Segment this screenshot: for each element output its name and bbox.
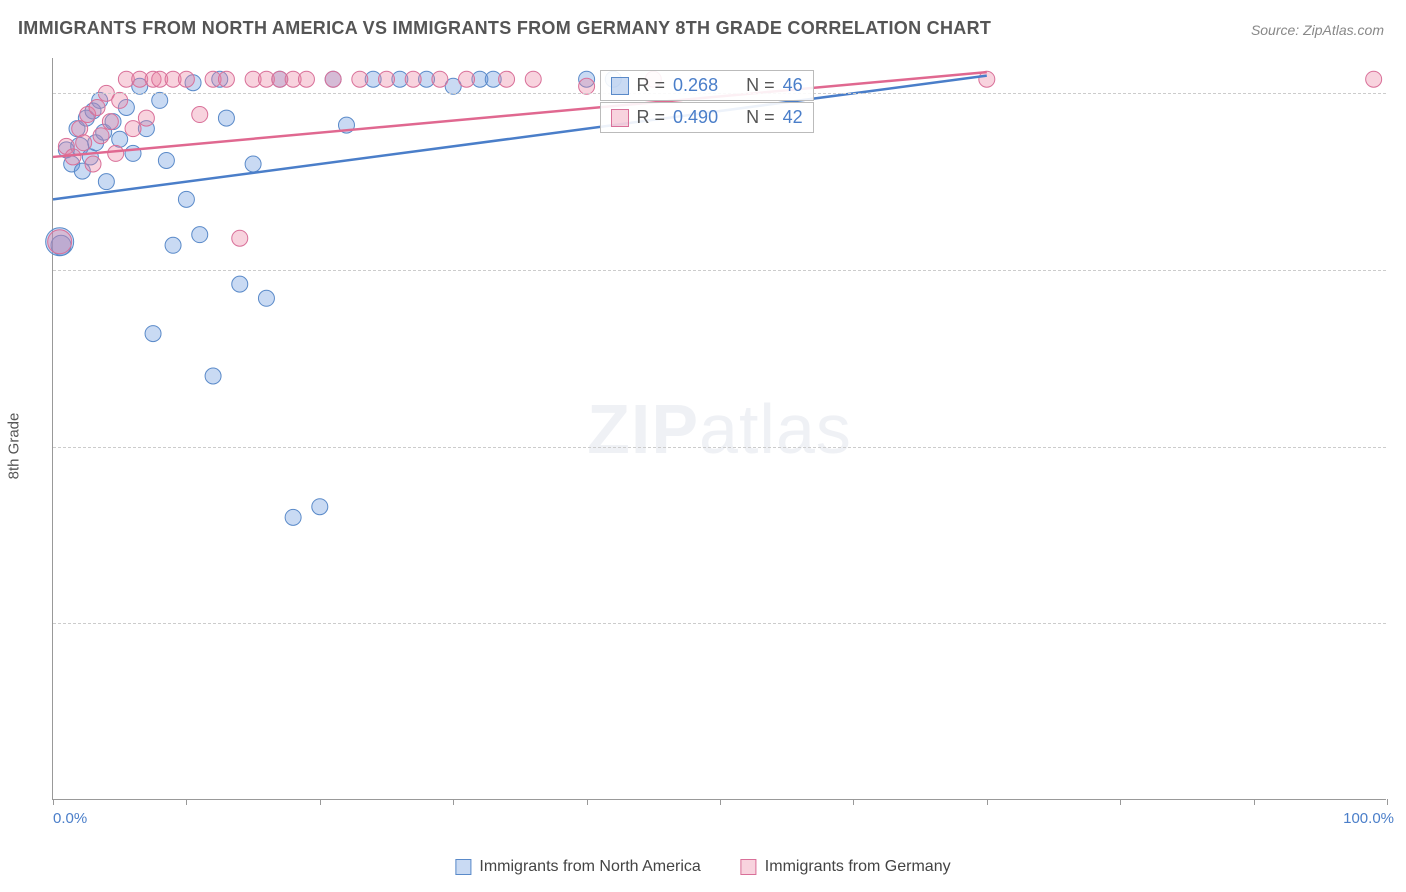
r-label: R = [637,107,666,128]
chart-container: IMMIGRANTS FROM NORTH AMERICA VS IMMIGRA… [0,0,1406,892]
data-point [298,71,314,87]
x-tick [587,799,588,805]
legend: Immigrants from North America Immigrants … [455,858,950,876]
x-tick [987,799,988,805]
data-point [432,71,448,87]
x-tick [53,799,54,805]
x-tick [186,799,187,805]
r-value: 0.490 [673,107,718,128]
data-point [192,107,208,123]
data-point [325,71,341,87]
r-label: R = [637,75,666,96]
legend-swatch [741,859,757,875]
data-point [352,71,368,87]
data-point [258,290,274,306]
data-point [312,499,328,515]
data-point [65,149,81,165]
data-point [459,71,475,87]
data-point [218,71,234,87]
statbox-swatch [611,77,629,95]
data-point [112,92,128,108]
legend-label: Immigrants from North America [479,858,700,876]
legend-label: Immigrants from Germany [765,858,951,876]
correlation-statbox: R = 0.490 N = 42 [600,102,814,133]
data-point [232,230,248,246]
data-point [1366,71,1382,87]
n-value: 42 [783,107,803,128]
data-point [98,174,114,190]
data-point [93,128,109,144]
source-label: Source: [1251,22,1299,38]
data-point [165,237,181,253]
chart-title: IMMIGRANTS FROM NORTH AMERICA VS IMMIGRA… [18,18,991,39]
x-tick [720,799,721,805]
data-point [72,121,88,137]
data-point [85,156,101,172]
chart-svg [53,58,1386,799]
data-point [89,99,105,115]
data-point [525,71,541,87]
data-point [48,230,72,254]
data-point [245,156,261,172]
n-label: N = [746,107,775,128]
data-point [108,145,124,161]
x-tick [853,799,854,805]
data-point [76,135,92,151]
y-tick-label: 90.0% [1396,438,1406,455]
data-point [379,71,395,87]
gridline [53,270,1386,271]
n-value: 46 [783,75,803,96]
data-point [102,114,118,130]
x-tick [1254,799,1255,805]
legend-item: Immigrants from North America [455,858,700,876]
data-point [405,71,421,87]
x-tick [1387,799,1388,805]
data-point [125,145,141,161]
data-point [205,368,221,384]
data-point [138,110,154,126]
data-point [218,110,234,126]
data-point [232,276,248,292]
data-point [285,509,301,525]
legend-swatch [455,859,471,875]
data-point [178,71,194,87]
y-tick-label: 95.0% [1396,262,1406,279]
gridline [53,447,1386,448]
data-point [152,92,168,108]
data-point [192,227,208,243]
y-tick-label: 85.0% [1396,615,1406,632]
y-axis-title: 8th Grade [6,413,23,480]
source-attribution: Source: ZipAtlas.com [1251,22,1384,38]
data-point [158,152,174,168]
statbox-swatch [611,109,629,127]
legend-item: Immigrants from Germany [741,858,951,876]
data-point [125,121,141,137]
y-tick-label: 100.0% [1396,85,1406,102]
x-axis-end-label: 100.0% [1343,810,1394,827]
data-point [579,78,595,94]
gridline [53,623,1386,624]
x-axis-start-label: 0.0% [53,810,87,827]
data-point [178,191,194,207]
x-tick [453,799,454,805]
data-point [145,326,161,342]
plot-area: ZIPatlas 0.0% 100.0% 85.0%90.0%95.0%100.… [52,58,1386,800]
x-tick [320,799,321,805]
r-value: 0.268 [673,75,718,96]
n-label: N = [746,75,775,96]
data-point [112,131,128,147]
source-name: ZipAtlas.com [1303,22,1384,38]
x-tick [1120,799,1121,805]
data-point [499,71,515,87]
correlation-statbox: R = 0.268 N = 46 [600,70,814,101]
